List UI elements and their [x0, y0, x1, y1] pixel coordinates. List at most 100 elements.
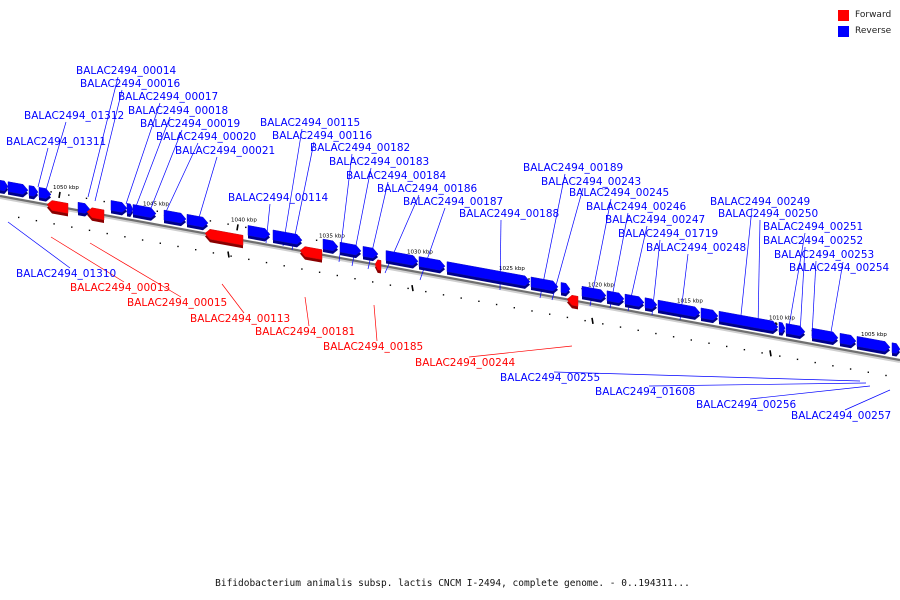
minor-tick-lower	[354, 278, 356, 280]
gene-arrow-body	[785, 323, 806, 337]
gene-label: BALAC2494_00188	[459, 208, 559, 220]
gene-arrow	[299, 246, 323, 263]
label-connector	[291, 141, 315, 251]
gene-arrow	[110, 200, 128, 216]
gene-arrow	[46, 200, 69, 217]
tick-label: 1035 kbp	[319, 233, 345, 239]
gene-arrow	[700, 307, 719, 324]
minor-tick-lower	[336, 274, 338, 277]
gene-arrow	[86, 207, 105, 223]
tick-label: 1045 kbp	[143, 201, 169, 207]
gene-label: BALAC2494_00013	[70, 282, 170, 294]
minor-tick-lower	[407, 287, 409, 290]
tick-label: 1015 kbp	[677, 299, 703, 305]
chromosome-backbone	[0, 194, 900, 363]
minor-tick-upper	[315, 239, 318, 241]
minor-tick-upper	[776, 323, 778, 325]
minor-tick-lower	[761, 352, 763, 354]
lower-major-tick	[227, 251, 230, 258]
label-connector	[7, 221, 71, 269]
minor-tick-upper	[156, 210, 158, 212]
major-tick	[58, 191, 61, 199]
gene-arrow	[186, 213, 209, 231]
gene-label: BALAC2494_00253	[774, 249, 874, 261]
minor-tick-lower	[88, 229, 91, 232]
gene-arrow-body	[86, 207, 105, 221]
minor-tick-upper	[85, 197, 88, 200]
gene-arrow-body	[856, 336, 891, 352]
minor-tick-lower	[672, 336, 675, 338]
gene-arrow-body	[46, 200, 69, 214]
gene-label: BALAC2494_00248	[646, 242, 746, 254]
gene-arrow-body	[644, 297, 658, 310]
tick-label: 1040 kbp	[231, 217, 257, 223]
minor-tick-lower	[283, 265, 285, 267]
label-connector	[553, 371, 861, 382]
minor-tick-lower	[265, 261, 268, 264]
label-connector	[757, 219, 761, 329]
gene-arrow	[446, 261, 531, 289]
backbone-shadow	[0, 196, 900, 363]
gene-arrow	[891, 342, 900, 357]
label-connector	[749, 385, 871, 400]
label-connector	[89, 242, 182, 298]
minor-tick-lower	[372, 281, 374, 283]
gene-label: BALAC2494_00186	[377, 183, 478, 195]
gene-arrow-body	[204, 229, 244, 246]
gene-label: BALAC2494_00251	[763, 221, 863, 233]
gene-arrow	[385, 250, 419, 269]
gene-label: BALAC2494_00245	[569, 187, 669, 199]
label-connector	[148, 129, 183, 214]
tick-label: 1020 kbp	[588, 282, 614, 288]
gene-label: BALAC2494_00249	[710, 196, 810, 208]
gene-arrow	[418, 256, 446, 274]
gene-arrow-body	[339, 241, 362, 256]
gene-arrow	[566, 294, 579, 310]
minor-tick-lower	[619, 326, 622, 328]
gene-arrow-body	[581, 285, 607, 300]
label-connector	[304, 296, 310, 327]
gene-arrow	[811, 327, 839, 345]
gene-arrow	[0, 179, 9, 195]
scale-ticks: 1050 kbp 1045 kbp 1040 kbp 1035 kbp 1030 kbp…	[15, 184, 887, 377]
gene-arrow	[132, 204, 157, 221]
minor-tick-lower	[779, 355, 781, 357]
minor-tick-lower	[301, 268, 303, 270]
gene-arrow-body	[566, 294, 579, 307]
minor-tick-lower	[849, 368, 852, 370]
label-connector	[739, 207, 753, 326]
gene-arrow	[322, 238, 339, 254]
minor-tick-lower	[124, 236, 126, 238]
gene-arrow-body	[132, 204, 157, 218]
gene-arrow-body	[362, 246, 379, 259]
gene-label: BALAC2494_00256	[696, 399, 797, 411]
minor-tick-lower	[159, 242, 161, 244]
gene-arrow	[856, 336, 891, 355]
gene-arrow	[657, 299, 701, 320]
minor-tick-lower	[177, 245, 179, 248]
minor-tick-lower	[726, 345, 728, 348]
gene-arrow	[560, 282, 571, 297]
gene-label: BALAC2494_01312	[24, 110, 124, 122]
minor-tick-lower	[141, 239, 144, 241]
gene-arrow-body	[446, 261, 531, 287]
minor-tick-lower	[478, 300, 480, 302]
gene-arrow-body	[839, 332, 857, 346]
minor-tick-lower	[389, 284, 392, 286]
gene-arrow	[644, 297, 658, 313]
reverse-swatch	[838, 25, 849, 37]
gene-label: BALAC2494_00247	[605, 214, 705, 226]
gene-arrow-body	[811, 327, 839, 343]
tick-label: 1030 kbp	[407, 249, 433, 255]
minor-tick-upper	[528, 278, 530, 280]
label-connector	[37, 147, 49, 188]
label-connector	[648, 382, 867, 387]
minor-tick-lower	[53, 223, 55, 225]
gene-arrow-body	[891, 342, 900, 354]
minor-tick-upper	[50, 191, 52, 193]
gene-label: BALAC2494_00014	[76, 65, 177, 77]
minor-tick-lower	[513, 307, 515, 309]
gene-arrow-body	[606, 290, 625, 304]
minor-tick-upper	[227, 223, 229, 225]
gene-label: BALAC2494_00017	[118, 91, 218, 103]
